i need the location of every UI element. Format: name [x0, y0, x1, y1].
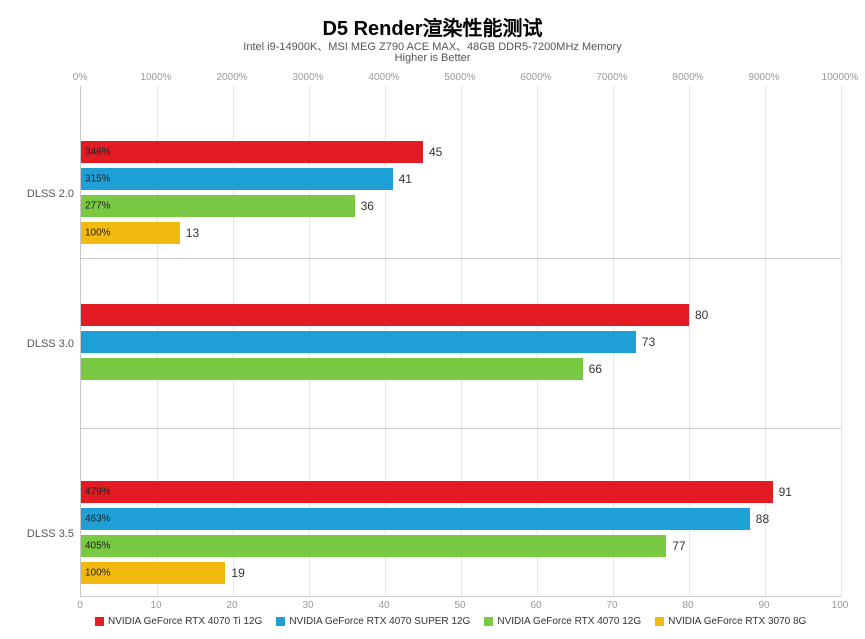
- axis-top-tick: 3000%: [292, 72, 323, 83]
- axis-top-tick: 2000%: [216, 72, 247, 83]
- bar: 463%: [81, 508, 750, 530]
- legend-swatch: [655, 617, 664, 626]
- bar: 277%: [81, 195, 355, 217]
- axis-bottom-tick: 50: [454, 600, 465, 611]
- axis-top-tick: 0%: [73, 72, 87, 83]
- chart-subtitle-2: Higher is Better: [0, 52, 865, 64]
- axis-bottom-tick: 90: [758, 600, 769, 611]
- axis-bottom-tick: 0: [77, 600, 83, 611]
- bar-percent-label: 100%: [85, 568, 111, 579]
- bar: [81, 358, 583, 380]
- bar-percent-label: 405%: [85, 541, 111, 552]
- axis-bottom-tick: 80: [682, 600, 693, 611]
- axis-bottom-tick: 20: [226, 600, 237, 611]
- axis-bottom-tick: 10: [150, 600, 161, 611]
- legend-swatch: [95, 617, 104, 626]
- axis-bottom-tick: 40: [378, 600, 389, 611]
- axis-bottom-tick: 60: [530, 600, 541, 611]
- axis-top-tick: 1000%: [140, 72, 171, 83]
- bar-value-label: 45: [429, 145, 442, 159]
- axis-top-tick: 5000%: [444, 72, 475, 83]
- bar-value-label: 77: [672, 539, 685, 553]
- grid-line: [841, 86, 842, 597]
- axis-top-tick: 9000%: [748, 72, 779, 83]
- axis-bottom-tick: 100: [832, 600, 849, 611]
- legend-label: NVIDIA GeForce RTX 4070 12G: [497, 616, 641, 627]
- bar: 405%: [81, 535, 666, 557]
- axis-bottom-tick: 70: [606, 600, 617, 611]
- legend-item: NVIDIA GeForce RTX 4070 Ti 12G: [95, 616, 262, 627]
- category-separator: [81, 258, 841, 259]
- bar-value-label: 66: [589, 362, 602, 376]
- legend-swatch: [276, 617, 285, 626]
- legend-label: NVIDIA GeForce RTX 4070 Ti 12G: [108, 616, 262, 627]
- axis-top-tick: 4000%: [368, 72, 399, 83]
- bar-percent-label: 277%: [85, 201, 111, 212]
- axis-top-tick: 6000%: [520, 72, 551, 83]
- bar: 346%: [81, 141, 423, 163]
- bar-value-label: 91: [779, 485, 792, 499]
- bar: 100%: [81, 222, 180, 244]
- bar-value-label: 19: [231, 566, 244, 580]
- bar: [81, 304, 689, 326]
- bar-percent-label: 315%: [85, 174, 111, 185]
- category-label: DLSS 3.0: [27, 338, 74, 350]
- legend-item: NVIDIA GeForce RTX 4070 12G: [484, 616, 641, 627]
- category-label: DLSS 3.5: [27, 528, 74, 540]
- category-separator: [81, 428, 841, 429]
- bar-percent-label: 463%: [85, 514, 111, 525]
- bar: 315%: [81, 168, 393, 190]
- bar-percent-label: 100%: [85, 228, 111, 239]
- bar-value-label: 41: [399, 172, 412, 186]
- axis-bottom-tick: 30: [302, 600, 313, 611]
- bar: [81, 331, 636, 353]
- chart-title: D5 Render渲染性能测试: [0, 12, 865, 41]
- legend: NVIDIA GeForce RTX 4070 Ti 12G NVIDIA GeF…: [95, 616, 806, 627]
- bar: 479%: [81, 481, 773, 503]
- bar: 100%: [81, 562, 225, 584]
- bar-value-label: 80: [695, 308, 708, 322]
- axis-top-tick: 8000%: [672, 72, 703, 83]
- bar-value-label: 36: [361, 199, 374, 213]
- bar-value-label: 88: [756, 512, 769, 526]
- bar-value-label: 73: [642, 335, 655, 349]
- plot-area: 346% 45 315% 41 277% 36 100% 13 80 73 66 479% 91 463%…: [80, 86, 841, 597]
- legend-item: NVIDIA GeForce RTX 3070 8G: [655, 616, 806, 627]
- bar-percent-label: 479%: [85, 487, 111, 498]
- axis-top-tick: 7000%: [596, 72, 627, 83]
- bar-value-label: 13: [186, 226, 199, 240]
- legend-label: NVIDIA GeForce RTX 3070 8G: [668, 616, 806, 627]
- bar-percent-label: 346%: [85, 147, 111, 158]
- axis-top-tick: 10000%: [822, 72, 859, 83]
- d5-render-chart: D5 Render渲染性能测试 Intel i9-14900K、MSI MEG …: [0, 0, 865, 639]
- legend-label: NVIDIA GeForce RTX 4070 SUPER 12G: [289, 616, 470, 627]
- legend-item: NVIDIA GeForce RTX 4070 SUPER 12G: [276, 616, 470, 627]
- legend-swatch: [484, 617, 493, 626]
- category-label: DLSS 2.0: [27, 188, 74, 200]
